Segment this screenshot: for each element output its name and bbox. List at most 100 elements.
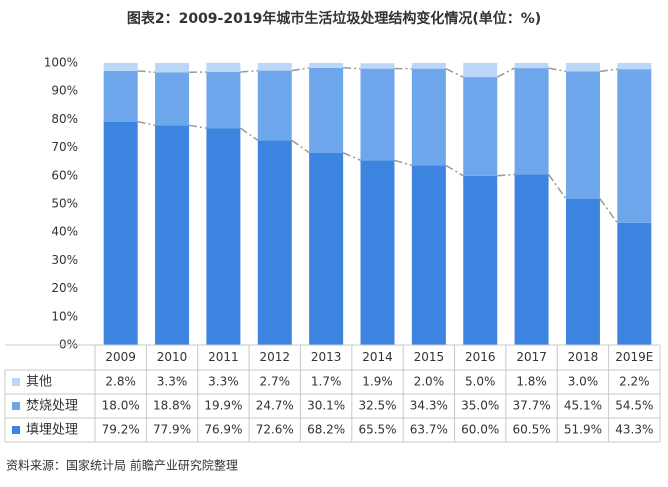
data-label: 60.5% [513, 423, 551, 437]
data-label: 18.0% [102, 399, 140, 413]
data-label: 34.3% [410, 399, 448, 413]
legend-swatch [12, 378, 20, 386]
data-label: 3.0% [568, 375, 599, 389]
data-label: 77.9% [153, 423, 191, 437]
bar-segment [617, 63, 652, 70]
bar-segment [514, 174, 549, 345]
data-label: 2.2% [619, 375, 650, 389]
data-label: 2.8% [105, 375, 136, 389]
data-label: 1.7% [311, 375, 342, 389]
bar-segment [411, 63, 446, 69]
data-label: 51.9% [564, 423, 602, 437]
bar-segment [155, 125, 190, 346]
legend-swatch [12, 402, 20, 410]
data-label: 65.5% [358, 423, 396, 437]
data-label: 30.1% [307, 399, 345, 413]
x-tick-label: 2009 [105, 350, 136, 364]
bar-segment [309, 152, 344, 345]
data-label: 19.9% [204, 399, 242, 413]
y-tick-label: 90% [51, 84, 78, 98]
connector-line [239, 127, 259, 141]
data-label: 1.9% [362, 375, 393, 389]
x-tick-label: 2011 [208, 350, 239, 364]
y-tick-label: 100% [44, 56, 78, 70]
bar-segment [463, 77, 498, 176]
x-tick-label: 2015 [414, 350, 445, 364]
bar-segment [411, 165, 446, 345]
bar-segment [360, 160, 395, 345]
data-label: 37.7% [513, 399, 551, 413]
bar-segment [155, 72, 190, 126]
bar-segment [360, 68, 395, 161]
bar-segment [206, 128, 241, 345]
bar-segment [257, 63, 292, 71]
connector-line [343, 67, 361, 70]
y-tick-label: 40% [51, 225, 78, 239]
bar-segment [514, 63, 549, 69]
connector-line [445, 164, 464, 177]
connector-line [394, 159, 413, 167]
bar-segment [463, 63, 498, 78]
data-label: 76.9% [204, 423, 242, 437]
connector-line [342, 151, 361, 161]
connector-line [496, 67, 515, 78]
legend-label: 焚烧处理 [26, 399, 78, 414]
bar-segment [257, 70, 292, 141]
bar-segment [360, 63, 395, 69]
connector-line [547, 173, 567, 200]
data-label: 1.8% [516, 375, 547, 389]
bar-segment [617, 69, 652, 223]
connector-line [599, 68, 618, 73]
data-label: 2.7% [260, 375, 291, 389]
bar-segment [565, 71, 600, 199]
connector-line [188, 124, 207, 129]
connector-line [497, 173, 515, 177]
bar-segment [103, 70, 138, 122]
bar-segment [617, 222, 652, 345]
data-label: 3.3% [208, 375, 239, 389]
x-tick-label: 2019E [615, 350, 653, 364]
data-label: 63.7% [410, 423, 448, 437]
legend-label: 填埋处理 [26, 423, 78, 438]
bar-segment [155, 63, 190, 73]
x-tick-label: 2017 [516, 350, 547, 364]
source-note: 资料来源：国家统计局 前瞻产业研究院整理 [6, 458, 238, 473]
bar-segment [103, 63, 138, 71]
data-label: 43.3% [615, 423, 653, 437]
data-label: 79.2% [102, 423, 140, 437]
x-tick-label: 2013 [311, 350, 342, 364]
connector-line [137, 120, 156, 127]
data-label: 3.3% [157, 375, 188, 389]
data-label: 72.6% [256, 423, 294, 437]
data-label: 68.2% [307, 423, 345, 437]
x-tick-label: 2018 [568, 350, 599, 364]
data-label: 2.0% [414, 375, 445, 389]
bar-segment [514, 68, 549, 175]
legend-swatch [12, 426, 20, 434]
legend-label: 其他 [26, 375, 52, 390]
bar-segment [257, 140, 292, 345]
connector-line [445, 67, 464, 78]
bar-segment [309, 63, 344, 68]
y-tick-label: 80% [51, 112, 78, 126]
connector-line [291, 139, 310, 154]
bar-segment [411, 68, 446, 166]
y-tick-label: 50% [51, 197, 78, 211]
connector-line [137, 70, 156, 74]
x-tick-label: 2012 [259, 350, 290, 364]
y-tick-label: 60% [51, 168, 78, 182]
data-label: 45.1% [564, 399, 602, 413]
bar-segment [103, 121, 138, 345]
bar-segment [309, 67, 344, 153]
connector-line [240, 69, 258, 73]
connector-line [599, 198, 618, 224]
x-tick-label: 2014 [362, 350, 393, 364]
bar-segment [206, 72, 241, 129]
data-label: 60.0% [461, 423, 499, 437]
y-tick-label: 20% [51, 281, 78, 295]
data-label: 35.0% [461, 399, 499, 413]
y-tick-label: 30% [51, 253, 78, 267]
connector-line [291, 67, 310, 72]
y-tick-label: 70% [51, 140, 78, 154]
chart-title: 图表2：2009-2019年城市生活垃圾处理结构变化情况(单位：%) [127, 10, 541, 27]
